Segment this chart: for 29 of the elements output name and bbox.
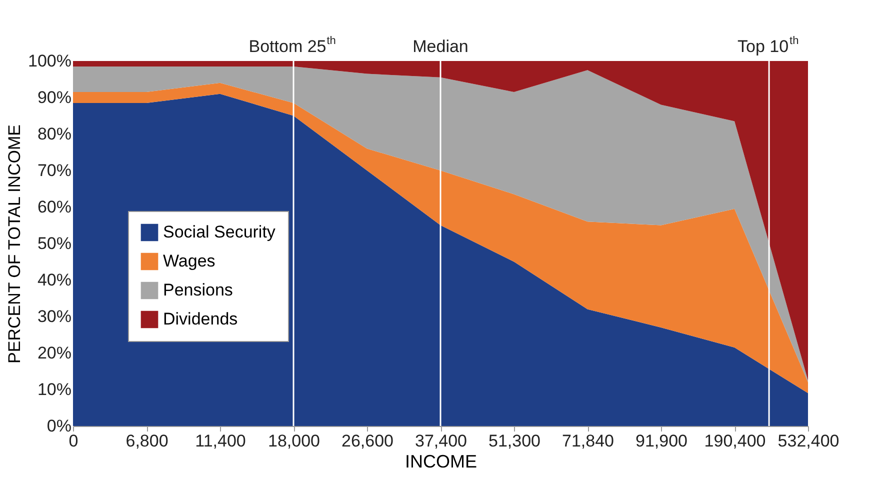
y-tick-label: 100% [28, 52, 72, 70]
x-tick-label: 11,400 [195, 432, 246, 450]
y-tick-label: 80% [37, 124, 72, 144]
legend-label: Pensions [163, 280, 233, 300]
x-tick-label: 51,300 [488, 432, 540, 450]
legend-label: Wages [163, 252, 216, 270]
x-tick-label: 37,400 [415, 432, 467, 450]
x-tick-label: 532,400 [778, 432, 840, 450]
y-tick-label: 60% [37, 198, 72, 216]
y-tick-label: 70% [37, 161, 72, 180]
y-tick-label: 30% [37, 307, 72, 326]
y-tick-label: 40% [37, 270, 72, 290]
y-tick-label: 50% [37, 234, 72, 253]
x-tick-label: 26,600 [342, 432, 394, 450]
y-tick-label: 20% [37, 344, 72, 362]
x-tick-label: 91,900 [636, 432, 688, 450]
x-tick-label: 190,400 [704, 432, 766, 450]
x-tick-label: 71,840 [562, 432, 614, 450]
legend-label: Social Security [163, 222, 276, 242]
ref-line-label: Median [412, 37, 468, 56]
x-axis-title: INCOME [405, 452, 477, 472]
x-tick-label: 0 [68, 432, 78, 450]
x-tick-label: 18,000 [268, 432, 320, 450]
legend-label: Dividends [163, 310, 238, 328]
y-axis-title: PERCENT OF TOTAL INCOME [5, 124, 24, 364]
x-tick-label: 6,800 [126, 432, 168, 450]
y-tick-label: 90% [37, 88, 72, 107]
y-tick-label: 0% [46, 416, 72, 436]
y-tick-label: 10% [37, 380, 72, 399]
